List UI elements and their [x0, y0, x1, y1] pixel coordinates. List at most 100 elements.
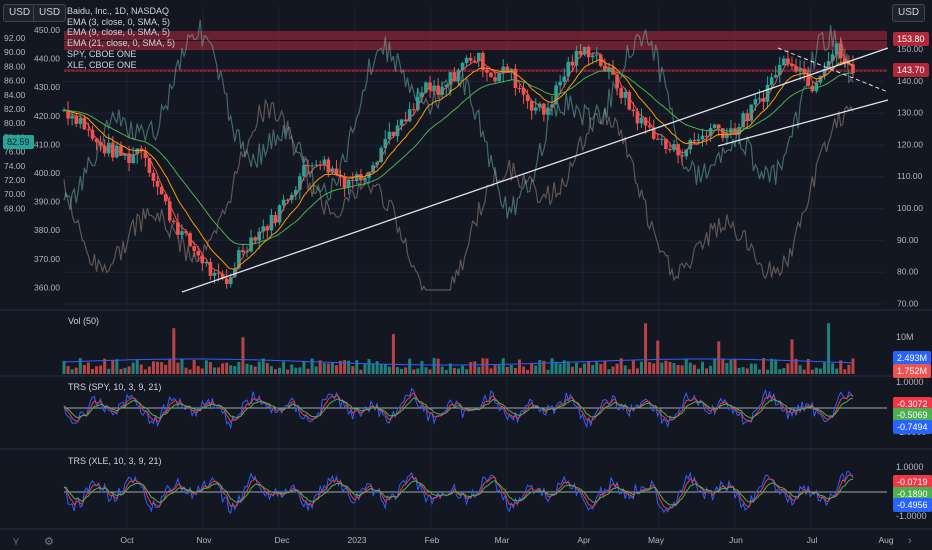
volume-bar	[477, 366, 481, 374]
volume-bar	[387, 366, 391, 374]
candle-body	[302, 164, 306, 177]
candle-body	[660, 138, 664, 140]
right-tick: 100.00	[897, 203, 923, 213]
volume-bar	[456, 368, 460, 374]
volume-bar	[233, 366, 237, 374]
volume-bar	[619, 358, 623, 374]
candle-body	[680, 155, 684, 157]
volume-bar	[639, 361, 643, 374]
right-currency-selector[interactable]: USD	[892, 4, 926, 22]
candle-body	[672, 144, 676, 151]
volume-bar	[627, 369, 631, 374]
candle-body	[265, 226, 270, 231]
volume-bar	[286, 369, 290, 374]
volume-bar	[253, 366, 257, 374]
left-currency-selector-1[interactable]: USD	[3, 4, 37, 22]
trs-xle-tick-top: 1.0000	[896, 462, 924, 472]
candle-body	[281, 199, 286, 206]
volume-bar	[660, 362, 664, 374]
candle-body	[525, 94, 530, 102]
ema-lines	[64, 51, 854, 282]
left-currency-selector-2[interactable]: USD	[33, 4, 67, 22]
volume-bar	[489, 368, 493, 374]
volume-bar	[99, 365, 103, 374]
volume-bar	[761, 358, 765, 374]
candle-body	[639, 117, 644, 124]
x-tick: May	[648, 535, 665, 545]
legend-xle[interactable]: XLE, CBOE ONE	[67, 59, 137, 70]
candle-body	[554, 85, 558, 105]
volume-bar	[298, 367, 302, 374]
candle-body	[513, 68, 518, 88]
candle-body	[529, 101, 534, 111]
volume-bar	[168, 359, 172, 374]
volume-bar	[554, 361, 558, 374]
candle-body	[123, 153, 127, 156]
timezone-button[interactable]: Y	[13, 537, 20, 547]
legend: Baidu, Inc., 1D, NASDAQ EMA (3, close, 0…	[67, 6, 175, 70]
volume-bar	[485, 358, 489, 374]
candle-body	[383, 139, 388, 149]
volume-bar	[245, 363, 249, 374]
candle-body	[712, 124, 717, 128]
candle-body	[806, 73, 811, 86]
left-tick: 360.00	[34, 282, 60, 292]
far-left-tick: 82.00	[4, 104, 26, 114]
candle-body	[822, 68, 827, 76]
volume-bar	[391, 334, 395, 374]
trs-xle-tick-bottom: -1.0000	[896, 511, 927, 521]
x-tick: Aug	[878, 535, 893, 545]
far-left-tick: 90.00	[4, 47, 26, 57]
volume-bar	[652, 363, 656, 374]
candle-body	[786, 58, 790, 64]
volume-bar	[587, 361, 591, 374]
volume-bar	[448, 363, 452, 374]
trendline-lower	[717, 99, 889, 147]
candle-body	[208, 261, 213, 276]
legend-symbol[interactable]: Baidu, Inc., 1D, NASDAQ	[67, 6, 170, 16]
candle-body	[285, 199, 290, 201]
candle-body	[851, 64, 855, 74]
far-left-tick: 86.00	[4, 76, 26, 86]
trendline-main	[181, 47, 889, 293]
candle-body	[765, 84, 770, 102]
gear-icon[interactable]: ⚙	[44, 536, 54, 548]
candle-body	[826, 61, 831, 69]
candle-body	[176, 222, 180, 235]
volume-bar	[302, 361, 306, 374]
volume-bar	[452, 367, 456, 374]
far-left-tick: 70.00	[4, 189, 26, 199]
volume-badge-1: 2.493M	[893, 351, 932, 365]
candle-body	[497, 73, 501, 82]
legend-ema-3[interactable]: EMA (3, close, 0, SMA, 5)	[67, 16, 171, 27]
volume-bar	[127, 366, 131, 374]
volume-bar	[188, 369, 192, 374]
volume-bar	[343, 360, 347, 374]
volume-bar	[461, 365, 465, 374]
candle-body	[745, 113, 750, 121]
volume-bar	[668, 361, 672, 374]
candle-body	[233, 268, 237, 278]
volume-bar	[200, 368, 204, 374]
left-tick: 430.00	[34, 82, 60, 92]
volume-bar	[644, 323, 648, 374]
volume-bar	[522, 366, 526, 374]
volume-bar	[103, 358, 107, 374]
legend-ema-9[interactable]: EMA (9, close, 0, SMA, 5)	[67, 27, 171, 38]
x-tick: Jul	[807, 535, 818, 545]
chevron-right-icon[interactable]: ›	[908, 535, 912, 547]
volume-bar	[794, 358, 798, 374]
candle-body	[533, 107, 538, 111]
candle-body	[82, 118, 87, 130]
volume-bar	[583, 363, 587, 374]
legend-ema-21[interactable]: EMA (21, close, 0, SMA, 5)	[67, 38, 176, 49]
candle-body	[444, 84, 449, 87]
volume-bar	[273, 369, 277, 374]
volume-bar	[339, 360, 343, 374]
volume-bar	[74, 367, 78, 374]
far-left-tick: 84.00	[4, 90, 26, 100]
candle-body	[139, 148, 144, 151]
candle-body	[700, 135, 705, 140]
legend-spy[interactable]: SPY, CBOE ONE	[67, 48, 137, 59]
